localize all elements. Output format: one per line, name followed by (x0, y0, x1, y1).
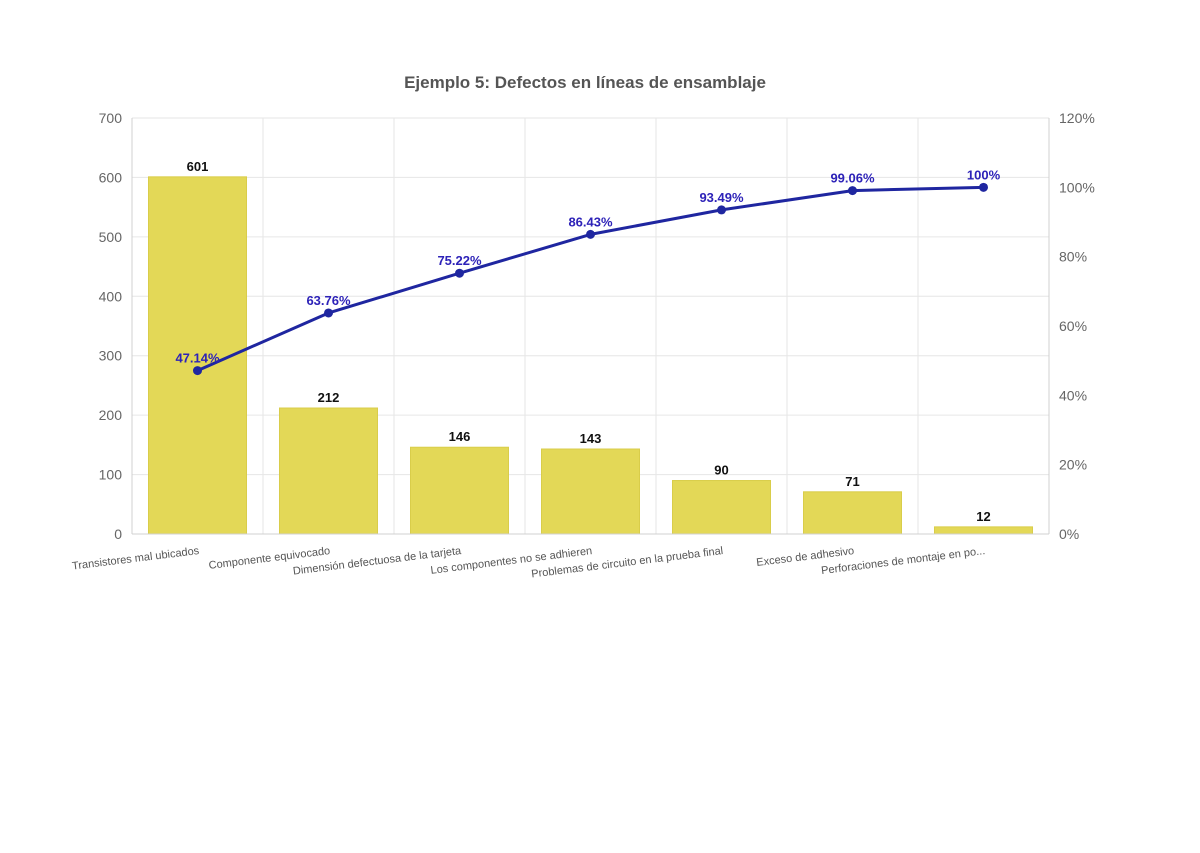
y2-tick-label: 80% (1059, 249, 1087, 265)
line-point (717, 205, 726, 215)
line-point (848, 186, 857, 196)
line-value-label: 75.22% (437, 253, 482, 268)
line-value-label: 100% (967, 167, 1001, 182)
x-tick-label: Transistores mal ubicados (71, 545, 200, 573)
bar (279, 407, 378, 535)
bar-value-label: 143 (580, 431, 602, 446)
line-point (586, 229, 595, 239)
bar-value-label: 90 (714, 463, 728, 478)
line-value-label: 47.14% (175, 351, 220, 366)
y-tick-label: 600 (99, 169, 123, 185)
y-tick-label: 300 (99, 348, 123, 364)
y-tick-label: 200 (99, 407, 123, 423)
bar (672, 480, 771, 535)
line-value-label: 99.06% (830, 171, 875, 186)
bar-value-label: 146 (449, 429, 471, 444)
bar (803, 491, 902, 535)
bar (410, 446, 509, 535)
y2-tick-label: 60% (1059, 318, 1087, 334)
y-tick-label: 700 (99, 110, 123, 126)
cumulative-line-series: 47.14% 63.76% 75.22% 86.43% 93.49% 99.06% 100% (175, 167, 1001, 376)
chart-title: Ejemplo 5: Defectos en líneas de ensambl… (404, 73, 766, 92)
line-point (455, 268, 464, 278)
y-tick-label: 500 (99, 229, 123, 245)
y2-tick-label: 100% (1059, 179, 1095, 195)
bar-series: 601 212 146 143 90 71 12 (148, 159, 1033, 535)
bar-value-label: 12 (976, 509, 990, 524)
bar-value-label: 71 (845, 474, 859, 489)
line-value-label: 63.76% (306, 293, 351, 308)
bar (541, 448, 640, 535)
y-tick-label: 0 (114, 526, 122, 542)
line-value-label: 86.43% (568, 214, 613, 229)
y2-tick-label: 0% (1059, 526, 1079, 542)
bar-value-label: 212 (318, 390, 340, 405)
y2-tick-label: 120% (1059, 110, 1095, 126)
y-tick-label: 400 (99, 288, 123, 304)
bar-value-label: 601 (187, 159, 209, 174)
y2-tick-label: 20% (1059, 457, 1087, 473)
line-point (193, 366, 202, 376)
line-point (979, 182, 988, 192)
line-point (324, 308, 333, 318)
bar (934, 526, 1033, 535)
y2-tick-label: 40% (1059, 387, 1087, 403)
y-tick-label: 100 (99, 467, 123, 483)
line-value-label: 93.49% (699, 190, 744, 205)
